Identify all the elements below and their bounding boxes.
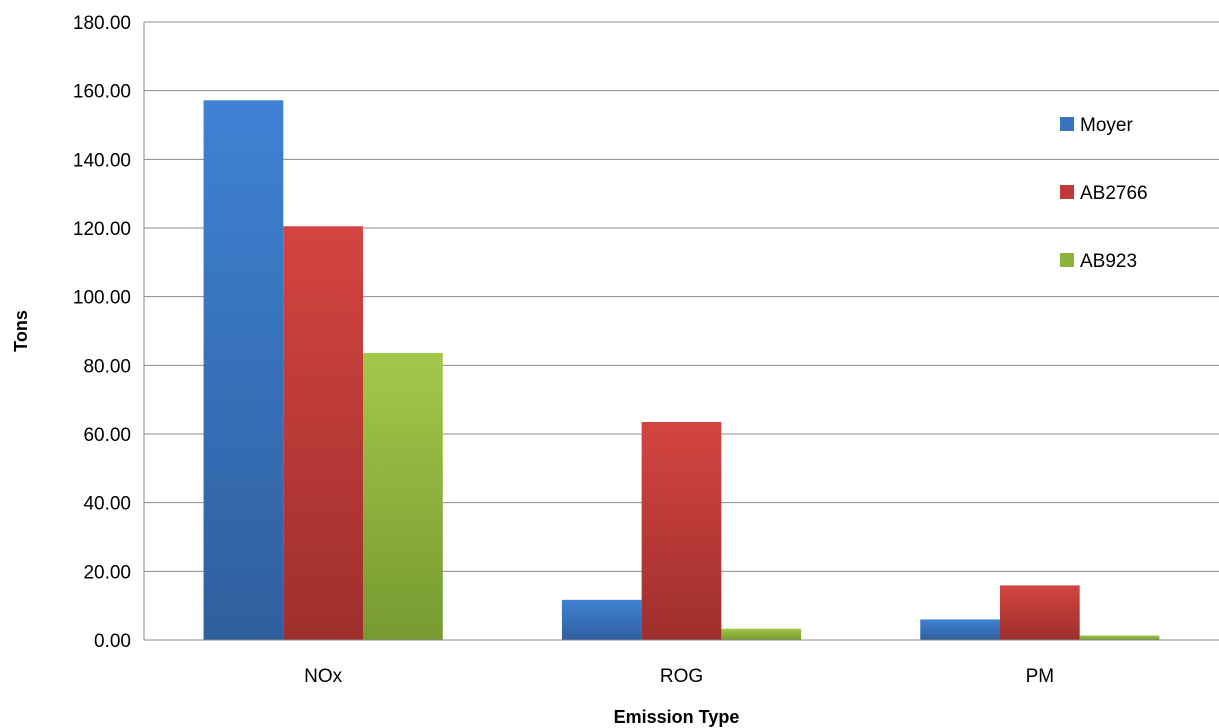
y-tick-label: 140.00 xyxy=(73,150,131,171)
x-axis-title: Emission Type xyxy=(614,707,740,727)
bar-ab2766-nox xyxy=(283,226,364,641)
x-tick-label: NOx xyxy=(304,666,343,687)
legend-swatch xyxy=(1060,117,1074,131)
bar-moyer-rog xyxy=(561,599,642,640)
y-tick-label: 160.00 xyxy=(73,82,131,103)
x-axis-ticks: NOx ROG PM xyxy=(304,666,1054,687)
legend-swatch xyxy=(1060,185,1074,199)
bar-moyer-pm xyxy=(920,619,1000,640)
bar-ab923-pm xyxy=(1079,635,1160,640)
bar-ab2766-pm xyxy=(999,585,1080,640)
y-tick-label: 20.00 xyxy=(83,562,131,583)
bar-ab923-rog xyxy=(721,628,802,640)
y-tick-label: 40.00 xyxy=(83,494,131,515)
y-axis-ticks: 0.00 20.00 40.00 60.00 80.00 100.00 120.00 140.… xyxy=(73,13,131,652)
bar-moyer-nox xyxy=(203,100,284,640)
y-tick-label: 0.00 xyxy=(94,631,131,652)
y-tick-label: 100.00 xyxy=(73,288,131,309)
bar-ab923-nox xyxy=(363,352,443,640)
x-tick-label: PM xyxy=(1026,666,1055,687)
x-tick-label: ROG xyxy=(660,666,703,687)
y-tick-label: 60.00 xyxy=(83,425,131,446)
bar-ab2766-rog xyxy=(641,421,722,640)
y-axis-title: Tons xyxy=(11,310,31,352)
legend-label: AB2766 xyxy=(1080,183,1148,204)
bars xyxy=(203,100,1160,641)
legend-label: Moyer xyxy=(1080,115,1133,136)
legend-swatch xyxy=(1060,253,1074,267)
y-tick-label: 80.00 xyxy=(83,356,131,377)
y-tick-label: 120.00 xyxy=(73,219,131,240)
legend: Moyer AB2766 AB923 xyxy=(1060,115,1148,272)
legend-label: AB923 xyxy=(1080,251,1137,272)
y-tick-label: 180.00 xyxy=(73,13,131,34)
